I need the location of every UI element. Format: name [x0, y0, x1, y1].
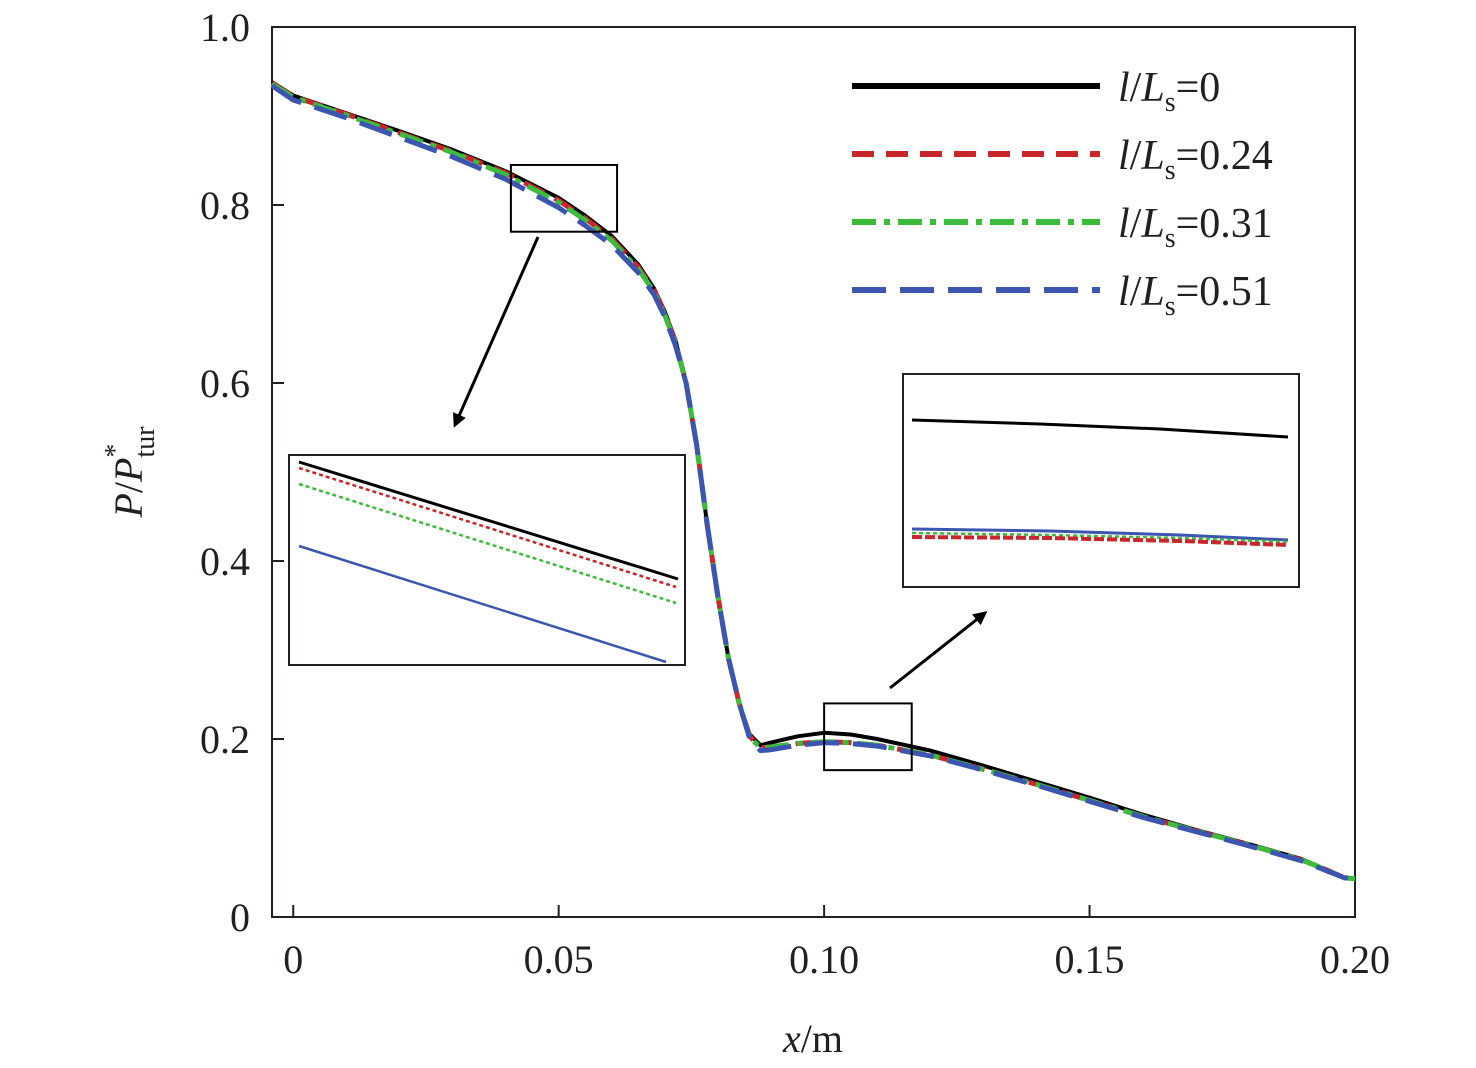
inset-lower-frame [902, 373, 1300, 588]
inset-lower-line-0 [911, 418, 1289, 439]
legend: l/Ls=0 l/Ls=0.24 l/Ls=0.31 l/Ls=0.51 [852, 65, 1273, 322]
y-tick-label-2: 0.4 [200, 539, 250, 584]
zoom-box-1 [823, 702, 913, 772]
inset-upper-frame [288, 454, 686, 666]
legend-label-1: l/Ls=0.24 [1118, 133, 1273, 186]
inset-lower-line-031 [911, 531, 1289, 544]
inset-lower-line-024 [911, 535, 1289, 547]
inset-upper [288, 454, 686, 666]
zoom-box-0 [509, 163, 619, 233]
inset-upper-line-0 [298, 460, 679, 581]
zoom-arrow-right [889, 611, 988, 690]
y-tick-label-5: 1.0 [200, 5, 250, 50]
x-tick-label-0: 0 [283, 937, 303, 982]
legend-label-2: l/Ls=0.31 [1118, 201, 1273, 254]
inset-lower [902, 373, 1300, 588]
y-axis-title: P/P*tur [100, 426, 161, 519]
y-tick-label-3: 0.6 [200, 361, 250, 406]
legend-label-0: l/Ls=0 [1118, 65, 1220, 118]
x-tick-label-3: 0.15 [1055, 937, 1125, 982]
y-tick-label-4: 0.8 [200, 183, 250, 228]
x-tick-label-1: 0.05 [524, 937, 594, 982]
legend-label-3: l/Ls=0.51 [1118, 269, 1273, 322]
y-tick-label-0: 0 [230, 895, 250, 940]
zoom-box-layer [509, 163, 913, 772]
inset-upper-line-024 [298, 466, 677, 589]
inset-upper-line-031 [298, 482, 677, 605]
y-axis-ticks: 0 0.2 0.4 0.6 0.8 1.0 [200, 5, 284, 940]
series-line-3 [270, 83, 1356, 882]
inset-upper-line-051 [298, 544, 667, 664]
inset-lower-line-051 [911, 527, 1289, 542]
zoom-arrow-left [453, 236, 540, 428]
y-tick-label-1: 0.2 [200, 717, 250, 762]
x-tick-label-2: 0.10 [789, 937, 859, 982]
x-axis-title: x/m [782, 1016, 843, 1061]
plot-frame [271, 26, 1356, 918]
x-tick-label-4: 0.20 [1320, 937, 1390, 982]
series-layer [270, 80, 1356, 882]
x-axis-ticks: 0 0.05 0.10 0.15 0.20 [283, 905, 1390, 982]
